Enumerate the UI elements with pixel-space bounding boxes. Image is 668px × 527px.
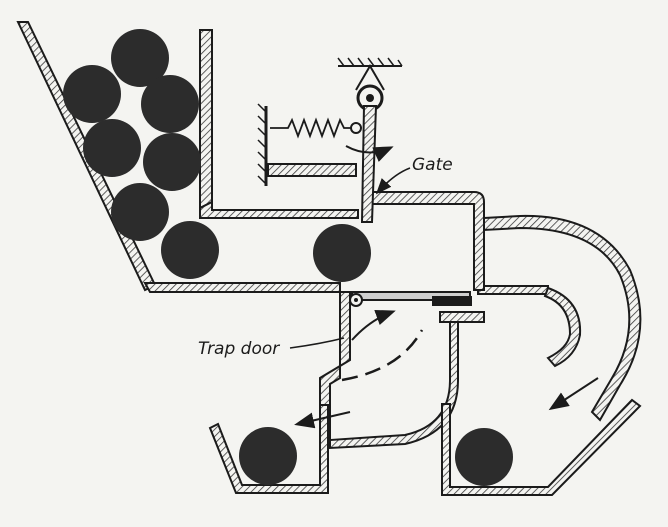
ball xyxy=(111,29,169,87)
channel-bottom-wall xyxy=(143,282,341,293)
ball xyxy=(455,428,513,486)
trap-door-label: Trap door xyxy=(198,339,280,359)
trap-door-pivot-center xyxy=(354,298,358,302)
ball xyxy=(63,65,121,123)
ball xyxy=(161,221,219,279)
ball xyxy=(111,183,169,241)
gate-mechanism xyxy=(257,57,403,223)
ball xyxy=(83,119,141,177)
right-exit-arrow xyxy=(548,377,599,411)
right-bin-wall xyxy=(441,398,642,496)
spring-attach xyxy=(350,122,362,134)
gate-label: Gate xyxy=(412,155,453,175)
left-bin xyxy=(208,404,329,494)
pivot-bracket xyxy=(355,64,385,91)
chamber-lip xyxy=(439,311,485,323)
ball xyxy=(313,224,371,282)
gate-pivot-center xyxy=(366,94,374,102)
rotation-arrow xyxy=(345,145,394,162)
chute-inner-wall xyxy=(543,286,582,368)
right-bin xyxy=(441,398,642,496)
trap-chamber xyxy=(319,291,485,450)
trap-door-leader xyxy=(289,337,345,349)
gate-arm xyxy=(360,105,378,223)
ball xyxy=(141,75,199,133)
swing-arc-2 xyxy=(341,329,424,382)
spring xyxy=(270,117,352,139)
chamber-right-wall xyxy=(329,311,459,450)
ceiling-hatch xyxy=(337,57,403,67)
channel-top-wall-right xyxy=(371,191,485,291)
left-bin-wall xyxy=(208,404,329,494)
swing-arc-1 xyxy=(351,309,396,341)
flow-arrows xyxy=(294,377,599,429)
channel-bottom-wall-right xyxy=(477,285,549,295)
annotations: Gate Trap door xyxy=(198,155,453,359)
stop-bar xyxy=(267,163,357,177)
ball xyxy=(143,133,201,191)
ball xyxy=(239,427,297,485)
feed-channel xyxy=(143,191,549,295)
gate-leader xyxy=(375,167,411,195)
chute-outer-wall xyxy=(483,214,642,422)
hopper-wall-right xyxy=(199,29,213,210)
balls xyxy=(63,29,513,486)
wall-hatch xyxy=(257,103,267,185)
curved-chute xyxy=(483,214,642,422)
trap-door-stop xyxy=(432,296,472,306)
channel-top-wall xyxy=(199,200,359,219)
left-exit-arrow xyxy=(294,411,351,429)
